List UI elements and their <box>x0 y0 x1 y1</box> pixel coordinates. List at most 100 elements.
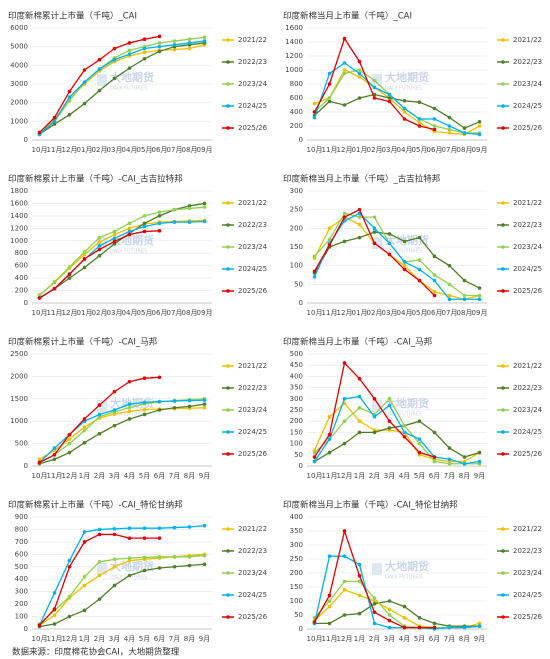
point <box>462 131 467 135</box>
x-tick-label: 6月 <box>154 472 165 480</box>
point <box>477 459 482 464</box>
legend-label: 2025/26 <box>238 124 268 132</box>
x-tick-label: 10月 <box>307 309 323 317</box>
chart-title: 印度新棉当月上市量（千吨）-CAI_特伦甘纳邦 <box>283 500 458 511</box>
legend-marker <box>501 126 505 130</box>
point <box>172 525 177 530</box>
point <box>112 532 117 537</box>
point <box>417 124 422 128</box>
point <box>82 540 87 544</box>
legend-marker <box>501 386 505 390</box>
y-tick-label: 300 <box>290 187 303 195</box>
point <box>52 122 57 126</box>
series-line <box>39 403 205 465</box>
point <box>127 405 132 410</box>
point <box>417 625 422 630</box>
point <box>157 210 162 214</box>
x-tick-label: 09月 <box>197 309 213 317</box>
point <box>327 604 332 609</box>
legend-label: 2021/22 <box>238 36 267 44</box>
x-tick-label: 10月 <box>307 472 323 480</box>
point <box>312 450 317 455</box>
point <box>357 59 362 64</box>
point <box>387 252 392 257</box>
point <box>97 240 102 244</box>
point <box>202 39 207 43</box>
point <box>447 293 452 298</box>
point <box>402 106 407 111</box>
point <box>357 405 362 410</box>
x-tick-label: 05月 <box>412 146 428 154</box>
x-tick-label: 6月 <box>429 472 440 480</box>
point <box>387 99 392 104</box>
y-tick-label: 600 <box>15 550 28 558</box>
x-tick-label: 01月 <box>77 309 93 317</box>
point <box>372 85 377 90</box>
x-tick-label: 02月 <box>367 309 383 317</box>
point <box>67 558 72 563</box>
x-tick-label: 06月 <box>427 309 443 317</box>
point <box>142 229 147 234</box>
point <box>142 50 147 55</box>
x-tick-label: 6月 <box>154 635 165 643</box>
y-tick-label: 150 <box>290 428 303 436</box>
legend-label: 2022/23 <box>238 547 267 555</box>
point <box>52 286 57 291</box>
point <box>432 621 437 626</box>
point <box>477 293 482 298</box>
x-tick-label: 10月 <box>32 309 48 317</box>
point <box>477 286 482 290</box>
point <box>52 607 57 611</box>
watermark-text: 大地期货 <box>110 233 154 247</box>
point <box>312 101 317 106</box>
legend-marker <box>226 245 230 249</box>
point <box>82 68 87 72</box>
point <box>312 459 317 464</box>
point <box>342 588 347 592</box>
point <box>157 399 162 404</box>
point <box>417 616 422 620</box>
legend-label: 2023/24 <box>238 80 268 88</box>
x-tick-label: 5月 <box>139 635 150 643</box>
point <box>142 221 147 226</box>
point <box>97 57 102 62</box>
series-line <box>314 93 480 129</box>
point <box>357 430 362 435</box>
watermark-sub: DADI FUTURES <box>385 575 422 581</box>
point <box>357 71 362 76</box>
x-tick-label: 3月 <box>109 472 120 480</box>
point <box>52 453 57 457</box>
point <box>157 555 162 559</box>
x-tick-label: 2月 <box>369 635 380 643</box>
point <box>127 66 132 70</box>
series-line <box>39 399 205 463</box>
point <box>342 211 347 216</box>
x-tick-label: 8月 <box>459 472 470 480</box>
point <box>172 555 177 559</box>
legend-label: 2023/24 <box>513 80 543 88</box>
point <box>372 414 377 419</box>
chart-panel: 印度新棉累计上市量（千吨）-CAI_古吉拉特邦 0 200 400 600 800 1000… <box>8 174 268 318</box>
legend-marker <box>501 408 505 412</box>
point <box>97 431 102 436</box>
point <box>97 253 102 258</box>
point <box>67 441 72 446</box>
point <box>477 624 482 628</box>
point <box>187 206 192 211</box>
x-tick-label: 9月 <box>199 472 210 480</box>
y-tick-label: 200 <box>290 569 303 577</box>
series-line <box>314 397 480 465</box>
legend-label: 2022/23 <box>513 58 542 66</box>
point <box>112 527 117 531</box>
point <box>372 226 377 231</box>
point <box>37 293 42 298</box>
point <box>67 594 72 599</box>
legend-marker <box>226 38 230 42</box>
y-tick-label: 0 <box>299 299 303 307</box>
y-tick-label: 250 <box>290 555 303 563</box>
point <box>417 437 422 441</box>
x-tick-label: 4月 <box>399 472 410 480</box>
point <box>67 432 72 437</box>
point <box>97 67 102 71</box>
point <box>127 573 132 578</box>
